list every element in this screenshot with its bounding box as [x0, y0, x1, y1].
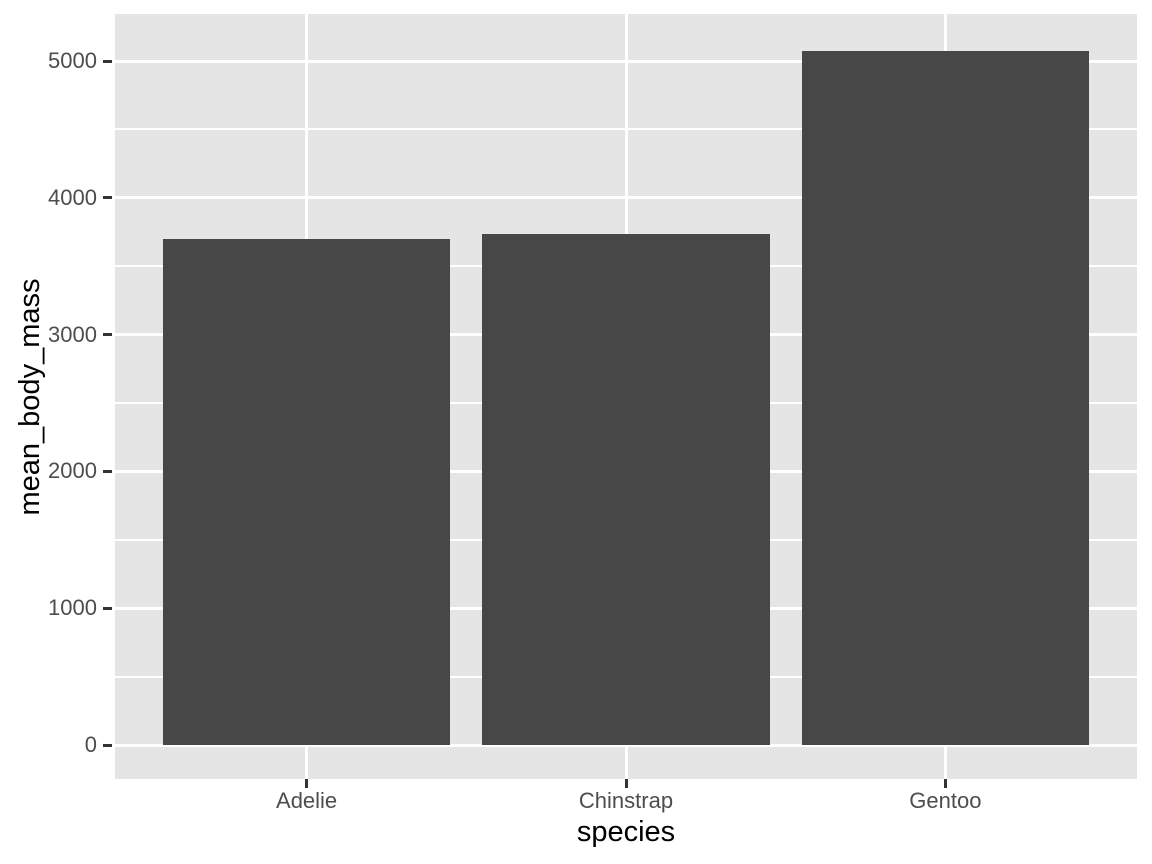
y-tick-mark — [103, 333, 112, 337]
y-tick-mark — [103, 196, 112, 200]
x-axis-title: species — [576, 816, 676, 848]
y-tick-label: 0 — [84, 732, 97, 757]
bar-chinstrap — [482, 234, 770, 745]
y-tick-mark — [103, 743, 112, 747]
x-tick-mark — [624, 779, 628, 788]
plot-panel — [115, 14, 1137, 779]
y-tick-mark — [103, 606, 112, 610]
x-tick-mark — [943, 779, 947, 788]
x-tick-label: Chinstrap — [578, 788, 674, 813]
y-tick-mark — [103, 59, 112, 63]
y-tick-label: 4000 — [48, 184, 97, 210]
y-axis-title: mean_body_mass — [14, 278, 46, 515]
y-tick-mark — [103, 469, 112, 473]
bar-adelie — [162, 238, 451, 745]
y-tick-label: 3000 — [48, 321, 97, 347]
x-tick-label: Adelie — [276, 788, 338, 813]
y-tick-label: 1000 — [48, 595, 97, 621]
y-tick-label: 5000 — [48, 48, 97, 73]
bar-gentoo — [801, 50, 1090, 745]
y-tick-label: 2000 — [48, 458, 97, 484]
x-tick-mark — [305, 779, 309, 788]
x-tick-label: Gentoo — [909, 788, 982, 813]
